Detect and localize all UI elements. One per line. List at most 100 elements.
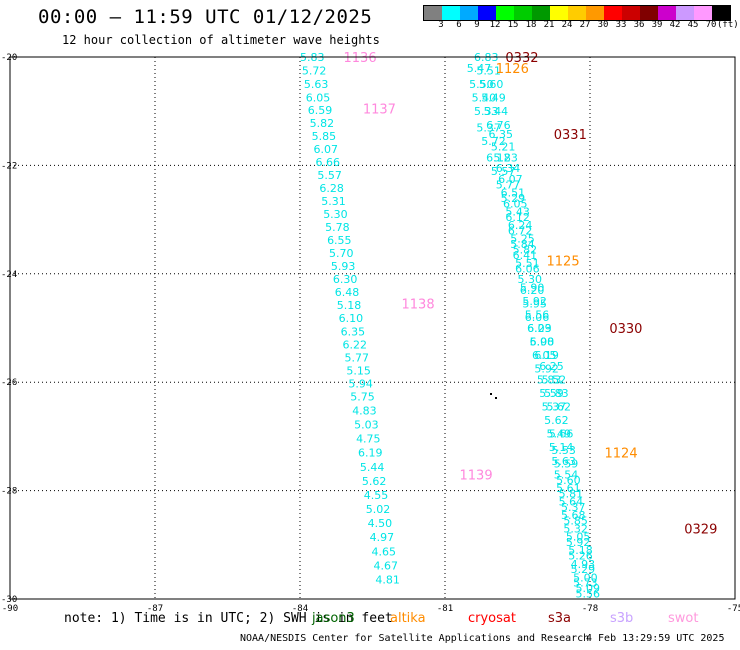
x-tick-label: -84	[292, 604, 308, 614]
y-tick-label: -24	[1, 270, 17, 280]
wave-height-value: 5.57	[491, 165, 515, 178]
pass-time-label: 0330	[609, 322, 642, 337]
wave-height-value: 5.18	[568, 544, 593, 557]
x-tick-label: -87	[147, 604, 163, 614]
legend-tick: 39	[651, 20, 663, 30]
wave-height-value: 6.07	[314, 143, 339, 156]
wave-height-value: 6.72	[508, 224, 533, 237]
y-tick-label: -26	[1, 378, 17, 388]
wave-height-value: 5.66	[549, 428, 574, 441]
stray-marker	[495, 397, 497, 399]
wave-height-value: 5.18	[337, 299, 362, 312]
y-tick-label: -22	[1, 161, 17, 171]
legend-swatch	[694, 6, 712, 20]
wave-height-value: 5.54	[554, 468, 579, 481]
wave-height-value: 6.06	[525, 311, 550, 324]
wave-height-value: 6.03	[527, 322, 552, 335]
wave-height-value: 5.78	[325, 221, 350, 234]
x-tick-label: -78	[582, 604, 598, 614]
wave-height-value: 6.12	[505, 211, 529, 224]
wave-height-value: 5.33	[474, 105, 499, 118]
wave-height-value: 4.65	[372, 545, 397, 558]
wave-height-value: 5.29	[501, 192, 526, 205]
wave-height-value: 5.72	[302, 65, 327, 78]
legend-swatch	[658, 6, 676, 20]
pass-time-label: 0329	[684, 523, 717, 538]
wave-height-value: 5.61	[556, 482, 581, 495]
wave-height-value: 5.85	[563, 514, 588, 527]
legend-swatch	[586, 6, 604, 20]
wave-height-value: 6.19	[358, 447, 383, 460]
x-tick-label: -81	[437, 604, 453, 614]
wave-height-value: 4.67	[373, 559, 398, 572]
legend-tick: 27	[579, 20, 591, 30]
map-frame	[9, 56, 736, 600]
stray-marker	[490, 393, 492, 395]
wave-height-value: 5.00	[573, 571, 598, 584]
legend-swatch	[478, 6, 496, 20]
wave-height-value: 5.44	[360, 461, 385, 474]
y-tick-label: -30	[1, 595, 17, 605]
legend-swatch	[532, 6, 550, 20]
wave-height-value: 5.15	[346, 364, 371, 377]
legend-tick: 6	[456, 20, 462, 30]
wave-height-value: 6.55	[327, 234, 352, 247]
wave-height-value: 5.90	[530, 336, 555, 349]
legend-swatch	[514, 6, 532, 20]
wave-height-value: 5.53	[551, 444, 576, 457]
generation-timestamp: 4 Feb 13:29:59 UTC 2025	[586, 633, 725, 644]
legend-unit: (ft)	[717, 20, 739, 30]
wave-height-value: 5.85	[312, 130, 337, 143]
wave-height-value: 6.22	[343, 338, 368, 351]
legend-tick: 45	[687, 20, 699, 30]
x-tick-label: -90	[2, 604, 18, 614]
wave-height-value: 5.47	[467, 62, 492, 75]
x-tick-label: -75	[727, 604, 740, 614]
legend-swatch	[676, 6, 694, 20]
pass-time-label: 1124	[605, 447, 638, 462]
wave-height-value: 5.56	[576, 588, 601, 601]
legend-tick: 70	[705, 20, 717, 30]
wave-height-value: 5.60	[556, 474, 581, 487]
wave-height-value: 5.56	[525, 308, 550, 321]
wave-height-value: 5.84	[510, 238, 535, 251]
wave-height-value: 6.48	[335, 286, 360, 299]
pass-time-label: 1139	[460, 468, 493, 483]
wave-height-value: 5.02	[366, 503, 391, 516]
wave-height-value: 6.19	[534, 349, 559, 362]
wave-height-value: 4.75	[356, 433, 381, 446]
wave-height-value: 5.05	[566, 531, 591, 544]
wave-height-value: 6.66	[315, 156, 340, 169]
legend-tick: 12	[489, 20, 501, 30]
wave-height-value: 5.09	[576, 582, 601, 595]
legend-swatch	[496, 6, 514, 20]
wave-height-readings: 5.835.725.636.056.595.825.856.076.665.57…	[300, 51, 600, 601]
legend-tick: 21	[543, 20, 555, 30]
wave-height-value: 6.34	[496, 162, 521, 175]
wave-height-value: 5.73	[573, 577, 598, 590]
wave-height-value: 4.81	[375, 573, 400, 586]
wave-height-value: 5.82	[310, 117, 335, 130]
wave-height-value: 5.50	[469, 78, 494, 91]
satellite-legend-item: jason3	[312, 611, 355, 626]
map-subtitle: 12 hour collection of altimeter wave hei…	[62, 33, 380, 47]
wave-height-value: 6.35	[341, 325, 366, 338]
wave-height-value: 6.12	[486, 151, 511, 164]
legend-swatch	[568, 6, 586, 20]
wave-height-value: 6.05	[503, 197, 528, 210]
pass-time-label: 0331	[554, 128, 587, 143]
wave-height-value: 6.59	[308, 104, 333, 117]
legend-swatch	[442, 6, 460, 20]
pass-time-label: 1137	[363, 102, 396, 117]
wave-height-value: 5.37	[476, 121, 501, 134]
wave-height-value: 5.25	[510, 233, 535, 246]
map-title: 00:00 – 11:59 UTC 01/12/2025	[38, 6, 373, 28]
wave-height-value: 6.05	[306, 92, 331, 105]
wave-height-value: 5.26	[568, 550, 593, 563]
wave-height-value: 5.59	[554, 458, 579, 471]
wave-height-value: 5.83	[544, 387, 569, 400]
axis-tick-labels: -90 -87 -84 -81 -78 -75 -20 -22 -24 -26 -28 -30	[1, 53, 740, 614]
wave-height-value: 5.60	[479, 78, 504, 91]
legend-swatch	[460, 6, 478, 20]
